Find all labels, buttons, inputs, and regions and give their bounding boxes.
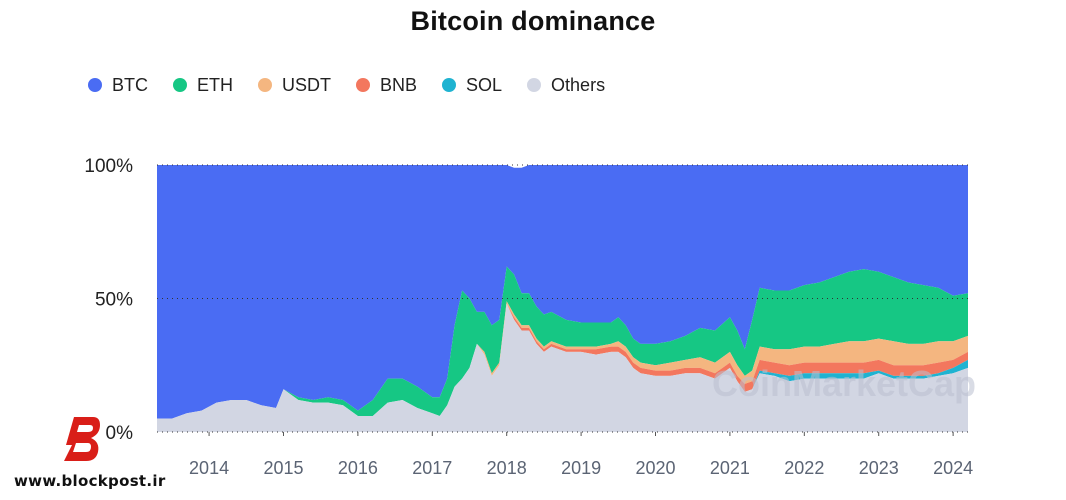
x-tick-label: 2018 [487,458,527,478]
blockpost-logo-icon [64,417,100,461]
legend-marker-btc [88,78,102,92]
legend-item-btc[interactable]: BTC [88,75,148,96]
y-tick-label: 100% [84,156,133,177]
area-others [157,303,968,432]
y-tick-label: 0% [106,423,134,444]
x-tick-label: 2023 [859,458,899,478]
legend-item-others[interactable]: Others [527,75,605,96]
legend-marker-bnb [356,78,370,92]
x-tick-label: 2024 [933,458,973,478]
x-tick-label: 2022 [784,458,824,478]
area-layers [157,165,968,432]
legend-item-sol[interactable]: SOL [442,75,502,96]
legend-label-usdt: USDT [282,74,331,95]
axes: 100% 50% 0% 2014 2015 2016 2017 2018 2019 2020 202… [84,156,973,478]
legend-label-others: Others [551,74,606,95]
legend-label-bnb: BNB [380,74,418,95]
x-tick-label: 2020 [635,458,675,478]
x-tick-label: 2019 [561,458,601,478]
x-tick-label: 2014 [189,458,229,478]
x-tick-label: 2015 [263,458,303,478]
chart-legend: BTC ETH USDT BNB SOL Others [88,73,630,97]
area-btc [157,165,968,419]
legend-marker-eth [173,78,187,92]
legend-marker-others [527,78,542,92]
legend-label-sol: SOL [466,74,503,95]
legend-item-bnb[interactable]: BNB [356,75,417,96]
legend-item-usdt[interactable]: USDT [258,75,331,96]
site-url[interactable]: www.blockpost.ir [14,472,166,490]
y-tick-label: 50% [95,290,133,311]
area-usdt [157,301,968,419]
legend-marker-usdt [258,78,272,92]
legend-item-eth[interactable]: ETH [173,75,233,96]
legend-label-btc: BTC [112,74,148,95]
chart-title: Bitcoin dominance [410,6,656,36]
watermark-text: CoinMarketCap [712,363,976,404]
x-tick-label: 2021 [710,458,750,478]
x-tick-label: 2016 [338,458,378,478]
legend-marker-sol [442,78,457,92]
area-eth [157,266,968,419]
legend-label-eth: ETH [197,74,233,95]
x-tick-label: 2017 [412,458,452,478]
